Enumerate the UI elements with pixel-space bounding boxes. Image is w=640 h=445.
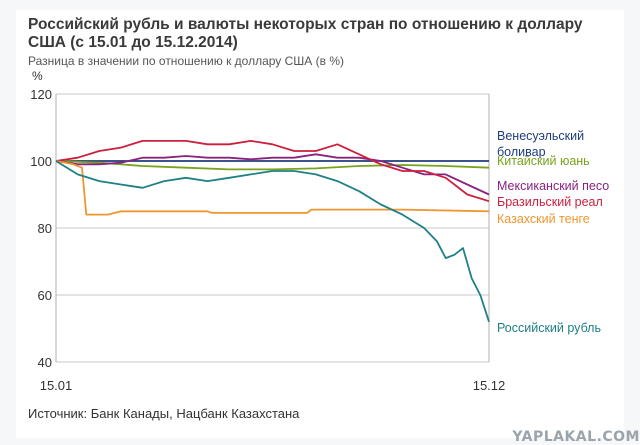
- y-tick-label: 120: [30, 87, 52, 102]
- legend-label: Китайский юань: [497, 154, 590, 168]
- series-line: [55, 160, 490, 216]
- chart-card: Российский рубль и валюты некоторых стра…: [16, 10, 624, 438]
- y-tick-label: 60: [38, 288, 52, 303]
- y-axis-label: %: [32, 69, 43, 83]
- legend-label: Российский рубль: [497, 321, 601, 335]
- chart-subtitle: Разница в значении по отношению к доллар…: [28, 54, 344, 68]
- legend-label: Венесуэльский боливар: [497, 129, 584, 159]
- series-line: [55, 160, 490, 323]
- line-chart: 40 60 80 100 120% 15.01 15.12 Венесуэльский боли…: [30, 69, 609, 393]
- legend-label: Мексиканский песо: [497, 179, 609, 193]
- series-line: [55, 160, 490, 171]
- y-tick-label: 40: [38, 355, 52, 370]
- y-tick-label: 80: [38, 221, 52, 236]
- series-line: [55, 153, 490, 196]
- x-tick-label: 15.12: [473, 378, 506, 393]
- source-note: Источник: Банк Канады, Нацбанк Казахстан…: [28, 406, 300, 421]
- series-line: [55, 140, 490, 203]
- y-tick-label: 100: [30, 154, 52, 169]
- legend-label: Казахский тенге: [497, 212, 590, 226]
- chart-title: Российский рубль и валюты некоторых стра…: [28, 16, 583, 51]
- legend-label: Бразильский реал: [497, 195, 603, 209]
- x-tick-label: 15.01: [40, 378, 73, 393]
- watermark: YAPLAKAL.COM: [512, 429, 640, 445]
